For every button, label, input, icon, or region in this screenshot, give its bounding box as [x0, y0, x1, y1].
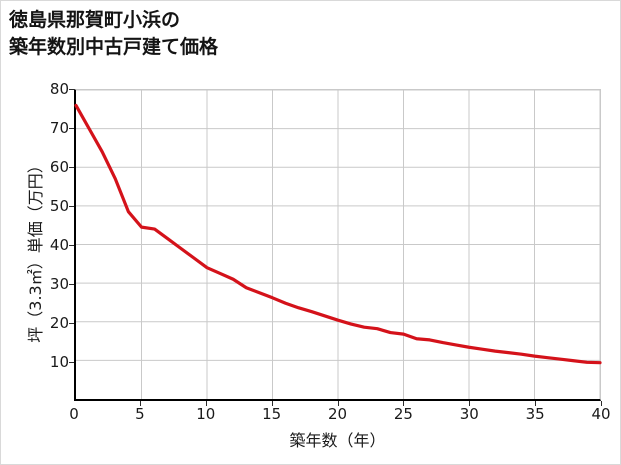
y-tick-mark	[69, 245, 74, 246]
x-tick-mark	[271, 401, 273, 406]
x-tick-mark	[535, 401, 537, 406]
y-tick-label: 70	[49, 119, 69, 137]
y-tick-label: 60	[49, 158, 69, 176]
y-tick-mark	[69, 206, 74, 207]
x-tick-label: 5	[135, 405, 145, 423]
x-tick-label: 35	[525, 405, 545, 423]
y-tick-label: 20	[49, 314, 69, 332]
x-tick-label: 15	[262, 405, 282, 423]
x-tick-label: 0	[69, 405, 79, 423]
x-tick-label: 25	[393, 405, 413, 423]
y-axis-tick-labels: 10 20 30 40 50 60 70 80	[31, 80, 69, 401]
y-tick-mark	[69, 284, 74, 285]
x-tick-mark	[469, 401, 471, 406]
y-axis-title: 坪（3.3㎡）単価（万円）	[26, 157, 45, 343]
x-axis-tick-labels: 0 5 10 15 20 25 30 35 40	[69, 405, 610, 429]
data-series-line	[76, 90, 600, 399]
y-tick-label: 50	[49, 197, 69, 215]
y-tick-mark	[69, 167, 74, 168]
y-tick-mark	[69, 89, 74, 90]
x-tick-label: 40	[591, 405, 611, 423]
x-tick-label: 10	[196, 405, 216, 423]
y-tick-mark	[69, 128, 74, 129]
x-axis-title: 築年数（年）	[289, 431, 386, 450]
y-tick-mark	[69, 362, 74, 363]
y-tick-label: 30	[49, 275, 69, 293]
x-tick-label: 30	[459, 405, 479, 423]
x-tick-mark	[205, 401, 207, 406]
y-tick-label: 80	[49, 80, 69, 98]
chart-title: 徳島県那賀町小浜の 築年数別中古戸建て価格	[9, 9, 219, 58]
x-axis-tick-marks	[74, 401, 602, 407]
y-tick-mark	[69, 323, 74, 324]
y-axis-tick-marks	[69, 89, 75, 401]
y-tick-label: 10	[49, 353, 69, 371]
x-tick-mark	[337, 401, 339, 406]
x-tick-label: 20	[327, 405, 348, 423]
x-tick-mark	[601, 401, 602, 406]
plot-area	[74, 89, 601, 401]
y-tick-label: 40	[49, 236, 69, 254]
x-tick-mark	[403, 401, 405, 406]
x-tick-mark	[139, 401, 141, 406]
